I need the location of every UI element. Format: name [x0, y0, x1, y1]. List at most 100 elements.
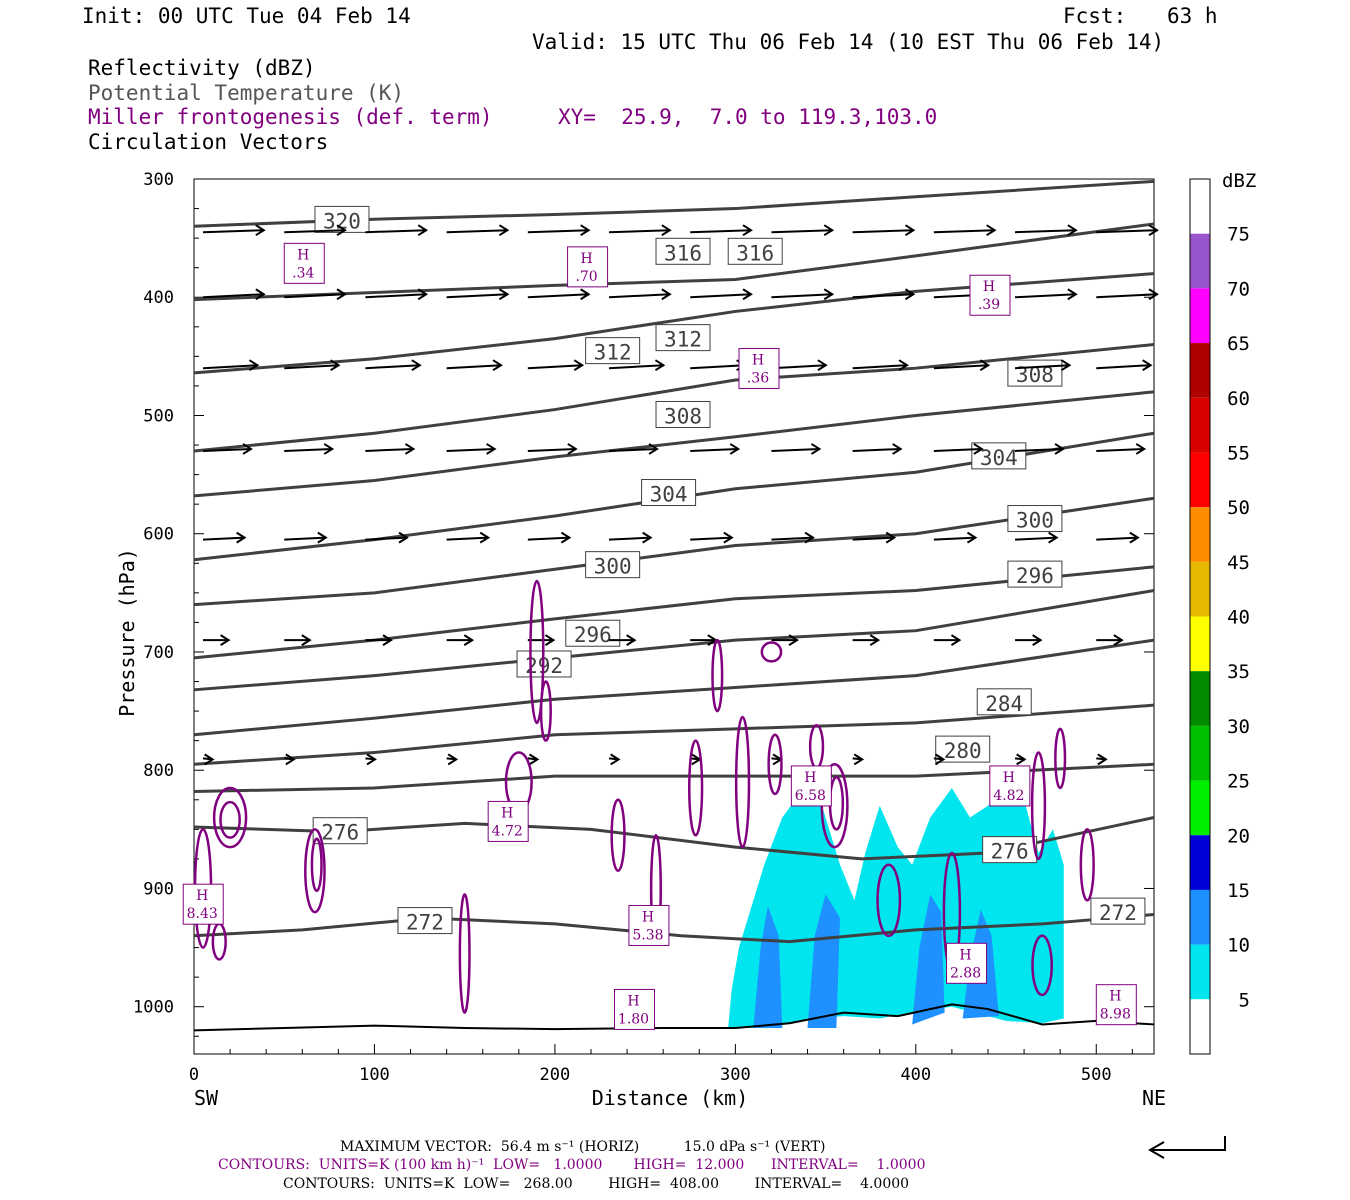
vector-arrow [933, 634, 962, 646]
vector-arrow [933, 443, 984, 455]
vector-arrow [446, 531, 491, 544]
colorbar-level-label: 40 [1227, 607, 1250, 629]
reflectivity-10-15-area-3 [912, 894, 945, 1025]
maximum-symbol: H [580, 251, 592, 267]
vector-arrow [771, 634, 799, 646]
vector-shaft [608, 364, 664, 370]
vector-arrow [365, 634, 393, 646]
maximum-symbol: H [804, 770, 816, 786]
label-box [655, 400, 711, 428]
frontogenesis-contour-23 [211, 922, 227, 961]
vector-arrow [1015, 443, 1065, 455]
isentrope-label: 272 [406, 911, 444, 935]
vector-arrow [527, 443, 578, 455]
vector-arrow [690, 443, 741, 455]
maximum-box [1095, 984, 1137, 1026]
vector-head [248, 359, 260, 372]
vector-shaft [202, 536, 245, 541]
vector-shaft [852, 364, 908, 370]
colorbar-bin [1190, 452, 1210, 508]
vector-shaft [1096, 447, 1145, 452]
isentrope-line-9 [193, 589, 1155, 692]
vector-arrow [608, 443, 659, 455]
colorbar-level-label: 65 [1227, 333, 1250, 355]
vector-shaft [1015, 293, 1076, 299]
vector-head [1060, 359, 1072, 372]
vector-shaft [608, 447, 658, 452]
vector-head [729, 443, 741, 455]
reflectivity-shading [728, 779, 1064, 1028]
vector-shaft [202, 447, 252, 452]
x-tick-label: 100 [359, 1065, 390, 1085]
vector-shaft [852, 447, 901, 452]
vector-arrow [284, 288, 347, 301]
vector-head [528, 753, 540, 766]
maximum-symbol: H [297, 247, 309, 263]
vector-shaft [690, 364, 745, 370]
vector-arrow [446, 224, 510, 237]
frontogenesis-contour-note: CONTOURS: UNITS=K (100 km h)⁻¹ LOW= 1.00… [218, 1157, 926, 1173]
vector-head [1067, 288, 1078, 301]
colorbar-bin [1190, 288, 1210, 344]
vector-shaft [284, 447, 333, 452]
vector-head [417, 288, 429, 301]
vector-shaft [690, 229, 752, 234]
vector-head [1113, 634, 1124, 646]
vector-head [1135, 443, 1147, 455]
vector-arrow [1014, 753, 1027, 766]
vector-head [486, 443, 497, 455]
frontogenesis-contour-9 [767, 733, 783, 796]
label-box [935, 735, 991, 763]
vector-shaft [202, 229, 264, 234]
colorbar-bin [1190, 179, 1210, 234]
maximum-box [738, 348, 780, 390]
y-tick-label: 600 [143, 525, 174, 545]
colorbar-level-label: 50 [1227, 497, 1250, 519]
vector-head [904, 224, 916, 237]
reference-vector-head [1147, 1141, 1165, 1159]
vector-arrow [1015, 224, 1078, 237]
y-tick-label: 300 [143, 170, 174, 190]
vector-head [1129, 531, 1140, 544]
isentrope-label-box: 312 [585, 337, 641, 365]
vector-head [573, 359, 585, 372]
isentrope-label-box: 312 [655, 324, 711, 352]
frontogenesis-maximum: H 8.98 [1095, 984, 1137, 1026]
frontogenesis-maximum: H .34 [283, 242, 325, 284]
vector-arrow [1015, 288, 1078, 301]
colorbar-bin [1190, 725, 1210, 781]
vector-shaft [527, 364, 583, 370]
vector-head [823, 288, 835, 301]
vector-head [544, 634, 556, 646]
vector-shaft [933, 364, 989, 370]
isentrope-label: 296 [1016, 564, 1054, 588]
maximum-symbol: H [959, 947, 971, 963]
isentrope-label: 276 [991, 840, 1029, 864]
x-tick-label: 0 [189, 1065, 199, 1085]
isentrope-label: 316 [736, 241, 774, 265]
vector-head [398, 531, 409, 544]
isentrope-line-7 [193, 496, 1155, 607]
vector-arrow [771, 531, 815, 544]
vector-head [804, 531, 815, 544]
isentrope-label: 300 [594, 555, 632, 579]
frontogenesis-contour-26 [808, 724, 825, 770]
frontogenesis-maximum: H .70 [567, 246, 609, 288]
vector-head [382, 634, 393, 646]
vector-arrow [852, 531, 897, 544]
colorbar-level-label: 35 [1227, 661, 1250, 683]
vector-arrow [690, 531, 734, 544]
isentrope-label-box: 304 [641, 479, 697, 507]
isentrope-label: 300 [1016, 509, 1054, 533]
isentrope-label: 272 [1099, 901, 1137, 925]
vector-arrow [202, 753, 215, 766]
maximum-box [567, 246, 609, 288]
vector-arrow [1096, 753, 1108, 766]
vector-head [661, 288, 672, 301]
vector-arrow [933, 531, 978, 544]
vector-arrow [365, 753, 377, 766]
vector-shaft [852, 293, 914, 299]
isentrope-label-box: 308 [655, 400, 711, 428]
vector-head [973, 443, 984, 455]
isentrope-line-11 [193, 703, 1155, 766]
